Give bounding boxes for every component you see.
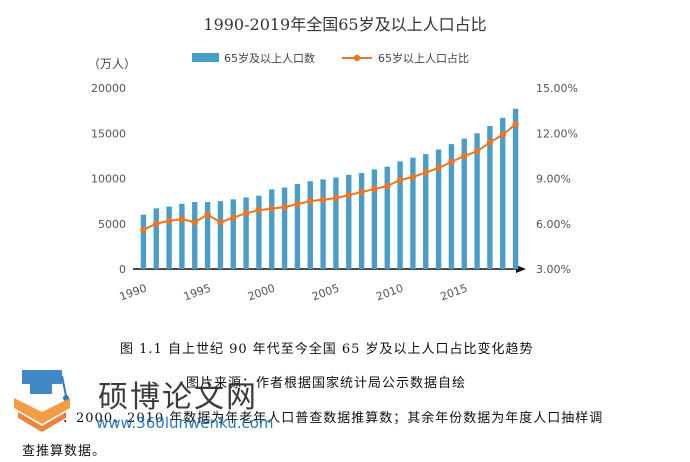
y-right-tick-label: 6.00% (536, 218, 571, 231)
bar (179, 203, 185, 269)
bar (153, 208, 159, 269)
line-point (499, 131, 506, 138)
y-left-tick-label: 5000 (98, 218, 126, 231)
line-point (358, 188, 365, 196)
line-point (473, 148, 481, 155)
line-point (230, 214, 237, 221)
y-right-tick-label: 3.00% (536, 263, 571, 276)
bar (474, 133, 480, 269)
axes: 0 5000 10000 15000 20000 3.00% 6.00% 9.00% 12.00… (91, 82, 578, 303)
bar (384, 166, 390, 269)
watermark-site-url: www.360lunwenku.com (96, 414, 274, 432)
line-point (384, 182, 391, 190)
bar (423, 154, 429, 269)
legend: 65岁及以上人口数 65岁以上人口占比 (192, 51, 469, 65)
bar (371, 169, 378, 269)
line-point (332, 194, 340, 202)
bar (243, 197, 249, 269)
bar (204, 202, 211, 269)
x-axis-arrow (516, 265, 526, 273)
bar (448, 144, 455, 269)
legend-swatch-bar (192, 53, 219, 62)
line-point (486, 139, 494, 146)
bar (435, 149, 442, 269)
x-tick-label: 2000 (246, 282, 277, 304)
bar (307, 181, 313, 269)
series-line (142, 123, 517, 231)
bar (320, 179, 326, 269)
x-tick-label: 1990 (118, 282, 149, 304)
bar (230, 199, 236, 269)
line-point (178, 216, 186, 223)
y-left-tick-label: 10000 (91, 173, 126, 186)
bar (461, 138, 467, 269)
line-point (294, 200, 301, 208)
bar-series (140, 108, 519, 270)
bar (192, 202, 198, 269)
x-tick-label: 2010 (374, 282, 405, 304)
y-left-tick-label: 15000 (91, 127, 126, 140)
y-right-tick-label: 9.00% (536, 173, 571, 186)
line-point (307, 197, 314, 205)
watermark: 硕博论文网 www.360lunwenku.com (10, 368, 280, 438)
bar (140, 214, 147, 269)
legend-label-line: 65岁以上人口占比 (378, 51, 469, 65)
figure-note-line-2: 查推算数据。 (22, 444, 107, 459)
watermark-site-name: 硕博论文网 (98, 380, 258, 415)
line-point (242, 209, 250, 217)
line-point (345, 191, 352, 199)
bar (166, 206, 172, 269)
line-point (319, 196, 327, 203)
line-point (217, 219, 224, 226)
bar (217, 201, 224, 269)
y-right-tick-label: 15.00% (536, 82, 578, 95)
line-point (461, 152, 468, 160)
legend-label-bar: 65岁及以上人口数 (224, 51, 315, 65)
line-point (281, 203, 288, 211)
graduation-cap-book-icon (14, 370, 70, 432)
figure-source: 图片来源：作者根据国家统计局公示数据自绘 (186, 376, 467, 391)
bar (269, 189, 275, 269)
figure-note-line-1: ：2000、2010 年数据为年老年人口普查数据推算数；其余年份数据为年度人口抽… (62, 411, 604, 426)
line-point (422, 169, 429, 176)
bar (487, 126, 493, 269)
line-point (204, 211, 211, 218)
y-right-tick-label: 12.00% (536, 127, 578, 140)
line-point (165, 217, 173, 224)
x-tick-label: 2015 (439, 282, 470, 304)
legend-swatch-marker (353, 54, 361, 62)
line-point (255, 206, 263, 214)
bar (500, 117, 506, 270)
line-point (512, 121, 519, 128)
line-series (140, 121, 519, 233)
figure-caption: 图 1.1 自上世纪 90 年代至今全国 65 岁及以上人口占比变化趋势 (120, 342, 534, 357)
x-tick-label: 2005 (310, 282, 341, 304)
line-point (153, 220, 160, 227)
bar (281, 187, 288, 269)
bar (294, 183, 301, 269)
x-tick-label: 1995 (182, 282, 213, 304)
line-point (140, 226, 147, 233)
line-point (409, 173, 417, 181)
line-point (371, 185, 378, 193)
bar (358, 173, 365, 269)
y-left-tick-label: 0 (119, 263, 126, 276)
chart: 1990-2019年全国65岁及以上人口占比 （万人） 65岁及以上人口数 65岁… (88, 15, 578, 303)
bar (346, 174, 352, 269)
line-point (191, 219, 198, 226)
chart-title: 1990-2019年全国65岁及以上人口占比 (203, 15, 486, 34)
y-left-tick-label: 20000 (91, 82, 126, 95)
y-left-axis-label: （万人） (88, 57, 136, 71)
line-point (268, 205, 275, 212)
bar (512, 108, 519, 269)
line-point (396, 176, 404, 184)
line-point (448, 158, 455, 166)
bar (256, 195, 262, 269)
bar (397, 161, 403, 269)
line-point (435, 164, 442, 172)
bar (410, 157, 416, 269)
bar (333, 177, 339, 269)
